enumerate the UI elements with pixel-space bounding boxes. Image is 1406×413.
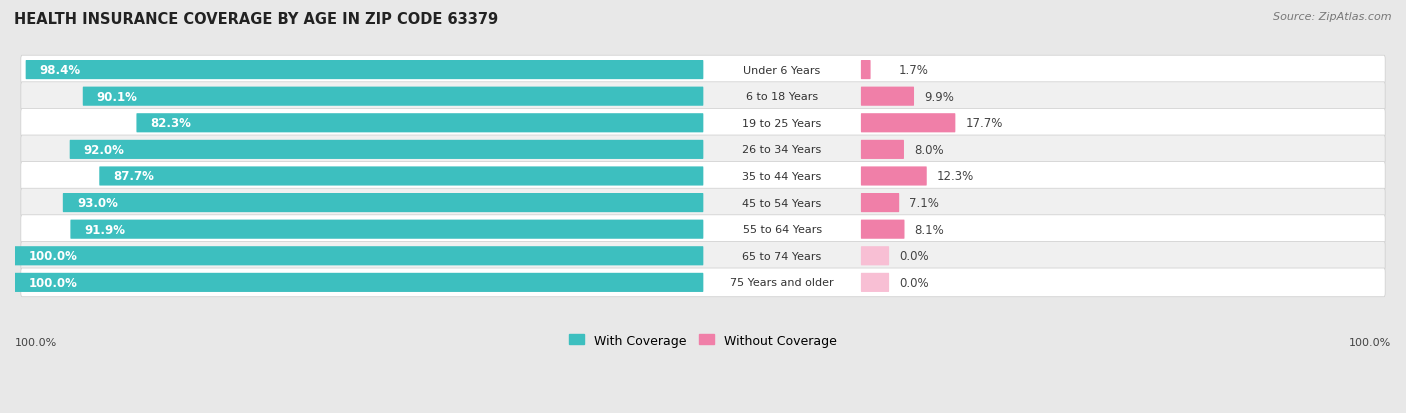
FancyBboxPatch shape (70, 140, 703, 159)
Text: 26 to 34 Years: 26 to 34 Years (742, 145, 821, 155)
Text: 12.3%: 12.3% (936, 170, 974, 183)
FancyBboxPatch shape (14, 273, 703, 292)
FancyBboxPatch shape (860, 61, 870, 80)
FancyBboxPatch shape (25, 61, 703, 80)
Text: 87.7%: 87.7% (114, 170, 155, 183)
FancyBboxPatch shape (860, 247, 889, 266)
FancyBboxPatch shape (100, 167, 703, 186)
FancyBboxPatch shape (21, 189, 1385, 217)
Text: 19 to 25 Years: 19 to 25 Years (742, 119, 821, 128)
Legend: With Coverage, Without Coverage: With Coverage, Without Coverage (564, 329, 842, 351)
Text: 8.1%: 8.1% (914, 223, 945, 236)
FancyBboxPatch shape (860, 88, 914, 107)
Text: HEALTH INSURANCE COVERAGE BY AGE IN ZIP CODE 63379: HEALTH INSURANCE COVERAGE BY AGE IN ZIP … (14, 12, 498, 27)
FancyBboxPatch shape (860, 167, 927, 186)
Text: 9.9%: 9.9% (924, 90, 953, 103)
Text: 82.3%: 82.3% (150, 117, 191, 130)
FancyBboxPatch shape (21, 109, 1385, 138)
Text: 6 to 18 Years: 6 to 18 Years (747, 92, 818, 102)
Text: 8.0%: 8.0% (914, 144, 943, 157)
Text: 98.4%: 98.4% (39, 64, 82, 77)
FancyBboxPatch shape (21, 56, 1385, 85)
Text: 55 to 64 Years: 55 to 64 Years (742, 225, 821, 235)
FancyBboxPatch shape (860, 273, 889, 292)
Text: 1.7%: 1.7% (898, 64, 929, 77)
Text: 100.0%: 100.0% (15, 337, 58, 347)
Text: 90.1%: 90.1% (97, 90, 138, 103)
Text: Source: ZipAtlas.com: Source: ZipAtlas.com (1274, 12, 1392, 22)
FancyBboxPatch shape (136, 114, 703, 133)
Text: 100.0%: 100.0% (28, 276, 77, 289)
FancyBboxPatch shape (14, 247, 703, 266)
FancyBboxPatch shape (860, 220, 904, 239)
Text: 17.7%: 17.7% (966, 117, 1002, 130)
FancyBboxPatch shape (83, 88, 703, 107)
Text: 91.9%: 91.9% (84, 223, 125, 236)
FancyBboxPatch shape (21, 242, 1385, 271)
FancyBboxPatch shape (21, 268, 1385, 297)
Text: 0.0%: 0.0% (898, 250, 929, 263)
Text: 35 to 44 Years: 35 to 44 Years (742, 171, 821, 182)
Text: 0.0%: 0.0% (898, 276, 929, 289)
Text: 7.1%: 7.1% (910, 197, 939, 209)
Text: 75 Years and older: 75 Years and older (730, 278, 834, 288)
FancyBboxPatch shape (860, 140, 904, 159)
FancyBboxPatch shape (21, 83, 1385, 111)
FancyBboxPatch shape (860, 114, 955, 133)
Text: 92.0%: 92.0% (84, 144, 125, 157)
FancyBboxPatch shape (21, 215, 1385, 244)
Text: 65 to 74 Years: 65 to 74 Years (742, 251, 821, 261)
FancyBboxPatch shape (21, 162, 1385, 191)
FancyBboxPatch shape (63, 194, 703, 213)
FancyBboxPatch shape (860, 194, 900, 213)
Text: 45 to 54 Years: 45 to 54 Years (742, 198, 821, 208)
Text: 100.0%: 100.0% (28, 250, 77, 263)
Text: 93.0%: 93.0% (77, 197, 118, 209)
Text: Under 6 Years: Under 6 Years (744, 65, 821, 76)
FancyBboxPatch shape (21, 136, 1385, 164)
Text: 100.0%: 100.0% (1348, 337, 1391, 347)
FancyBboxPatch shape (70, 220, 703, 239)
